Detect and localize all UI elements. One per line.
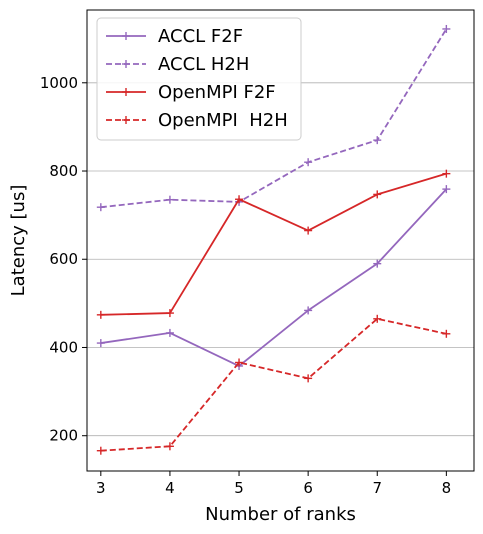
legend-marker <box>122 32 130 40</box>
data-point <box>442 329 451 338</box>
y-tick-label: 600 <box>49 250 78 268</box>
legend-marker <box>122 88 130 96</box>
legend-label: OpenMPI F2F <box>158 82 276 103</box>
y-tick-label: 400 <box>49 338 78 356</box>
x-tick-label: 8 <box>442 479 452 497</box>
data-point <box>96 203 105 212</box>
data-point <box>235 358 244 367</box>
legend-entry: OpenMPI H2H <box>106 110 288 131</box>
y-axis-ticks: 200 400 600 800 1000 <box>40 74 87 445</box>
legend-box <box>96 17 302 141</box>
series-lines <box>96 24 451 455</box>
x-tick-label: 5 <box>234 479 244 497</box>
legend-label: ACCL F2F <box>158 26 243 47</box>
x-tick-label: 6 <box>303 479 313 497</box>
legend-marker <box>122 116 130 124</box>
data-point <box>304 226 313 235</box>
legend-label: ACCL H2H <box>158 54 249 75</box>
series-line-1 <box>100 28 448 209</box>
data-point <box>373 314 382 323</box>
data-point <box>304 306 313 315</box>
data-point <box>165 309 174 318</box>
series-line-2 <box>100 172 447 316</box>
data-point <box>235 195 244 204</box>
y-tick-label: 800 <box>49 162 78 180</box>
y-tick-label: 1000 <box>40 74 78 92</box>
y-axis-label: Latency [us] <box>8 185 29 297</box>
data-point <box>96 446 105 455</box>
x-axis-ticks: 3 4 5 6 7 8 <box>96 471 451 497</box>
series-line-3 <box>100 317 447 452</box>
data-point <box>165 442 174 451</box>
data-point <box>373 136 382 145</box>
x-tick-label: 4 <box>165 479 175 497</box>
data-point <box>373 190 382 199</box>
data-point <box>373 259 382 268</box>
series-line-0 <box>100 188 448 367</box>
legend: ACCL F2F ACCL H2H OpenMPI F2F OpenMPI H2H <box>96 17 302 141</box>
data-point <box>442 185 451 194</box>
data-point <box>304 374 313 383</box>
plot-frame <box>86 9 475 472</box>
x-tick-label: 3 <box>96 479 106 497</box>
legend-marker <box>122 60 130 68</box>
x-tick-label: 7 <box>372 479 382 497</box>
data-point <box>165 195 174 204</box>
legend-entry: ACCL F2F <box>106 26 243 47</box>
legend-label: OpenMPI H2H <box>158 110 288 131</box>
data-point <box>442 24 451 33</box>
x-axis-label: Number of ranks <box>205 504 356 525</box>
data-point <box>304 158 313 167</box>
legend-entry: OpenMPI F2F <box>106 82 276 103</box>
data-point <box>442 169 451 178</box>
data-point <box>96 310 105 319</box>
legend-entry: ACCL H2H <box>106 54 249 75</box>
data-point <box>165 328 174 337</box>
data-point <box>96 339 105 348</box>
y-tick-label: 200 <box>49 427 78 445</box>
